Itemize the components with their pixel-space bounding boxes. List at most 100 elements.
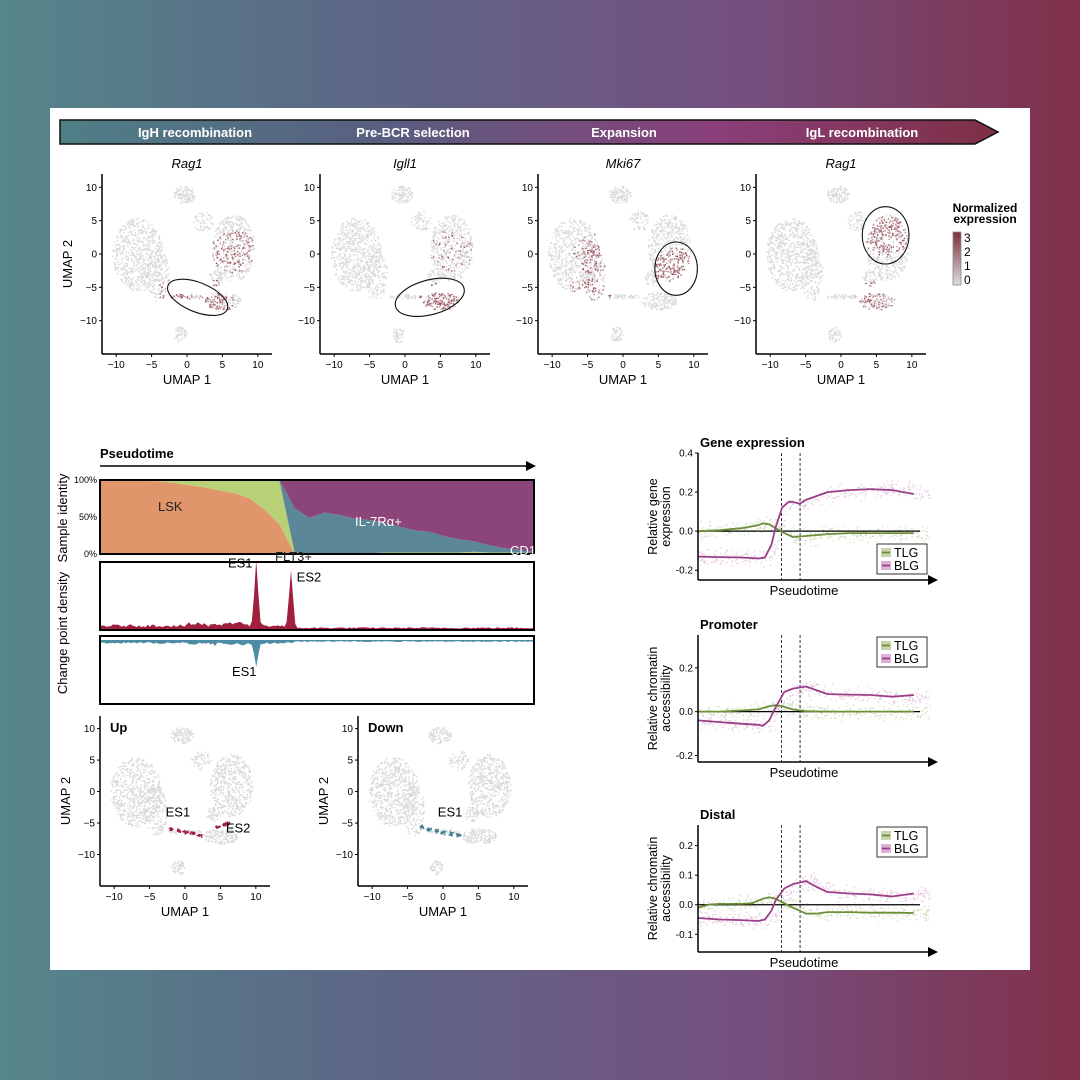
highlight-point	[227, 823, 229, 825]
y-tick-label: 5	[745, 216, 751, 227]
pseudotime-arrow: Pseudotime	[100, 446, 536, 471]
y-tick-label: −10	[516, 316, 533, 327]
x-tick-label: 5	[476, 892, 482, 903]
y-axis-label: UMAP 2	[316, 777, 331, 825]
y-tick-label: −5	[86, 283, 98, 294]
area-label: CD19+	[510, 543, 551, 558]
umap-points	[110, 727, 254, 875]
highlight-point	[190, 831, 192, 833]
x-tick-label: 5	[218, 892, 224, 903]
umap-title: Down	[368, 720, 403, 735]
x-axis-label: UMAP 1	[381, 372, 429, 387]
highlight-point	[201, 834, 203, 836]
x-tick-label: 5	[438, 360, 444, 371]
highlight-point	[183, 830, 186, 832]
highlight-point	[168, 827, 171, 830]
highlight-point	[216, 826, 218, 829]
highlight-point	[449, 832, 452, 835]
density-area	[100, 640, 534, 668]
umap-umap-rag1-a: −10 −5 0 5 10 10 5 0 −5 −10 UMAP 1 UMAP 2 Rag1	[60, 156, 272, 387]
change-point-down-chart: ES1	[99, 635, 535, 705]
figure-canvas: IgH recombination Pre-BCR selection Expa…	[55, 119, 1018, 970]
colorbar-tick: 3	[964, 231, 971, 245]
y-tick-label: 10	[304, 183, 316, 194]
highlight-point	[421, 824, 423, 827]
highlight-ellipse	[861, 206, 910, 265]
x-tick-label: −10	[108, 360, 125, 371]
x-tick-label: −5	[402, 892, 414, 903]
highlight-point	[427, 827, 429, 829]
y-tick-label: 0.1	[679, 871, 693, 882]
stage-label: IgH recombination	[138, 125, 252, 140]
highlight-point	[420, 827, 422, 829]
legend-label: TLG	[894, 639, 918, 653]
stage-label: Expansion	[591, 125, 657, 140]
colorbar-tick: 0	[964, 273, 971, 287]
highlight-point	[443, 833, 446, 836]
highlight-point	[440, 832, 442, 835]
highlight-point	[428, 827, 430, 830]
y-tick-label: 0.0	[679, 707, 693, 718]
x-axis-label: UMAP 1	[599, 372, 647, 387]
area-lsk	[100, 480, 534, 554]
area-label: IL-7Rα+	[355, 514, 402, 529]
highlight-point	[177, 828, 179, 831]
colorbar-title-line1: Normalized	[953, 201, 1018, 215]
x-tick-label: −5	[800, 360, 812, 371]
y-tick-label: 5	[527, 216, 533, 227]
highlight-point	[456, 835, 459, 837]
highlight-point	[435, 831, 438, 834]
highlight-point	[459, 834, 462, 837]
y-tick-label: −5	[522, 283, 534, 294]
x-tick-label: 0	[838, 360, 844, 371]
highlight-point	[226, 822, 228, 824]
highlight-point	[452, 832, 454, 834]
highlight-point	[225, 823, 228, 825]
highlight-point	[178, 828, 180, 831]
y-tick-label: 10	[84, 724, 96, 735]
annotation-label: ES2	[226, 820, 251, 835]
highlight-point	[179, 831, 182, 833]
highlight-point	[428, 830, 431, 832]
highlight-point	[422, 826, 424, 829]
umap-title: Rag1	[171, 156, 202, 171]
scatter-blg	[700, 681, 931, 734]
y-tick-label: 0.2	[679, 488, 693, 499]
umap-title: Igll1	[393, 156, 417, 171]
y-tick-label: 5	[89, 756, 95, 767]
highlight-point	[448, 834, 451, 836]
highlight-point	[178, 829, 180, 832]
legend-label: BLG	[894, 559, 919, 573]
x-tick-label: −5	[364, 360, 376, 371]
x-tick-label: −10	[364, 892, 381, 903]
y-tick-label: 0.0	[679, 900, 693, 911]
y-tick-label: 5	[91, 216, 97, 227]
x-axis-label: Pseudotime	[770, 955, 839, 970]
umap-points	[330, 185, 474, 344]
area-label: LSK	[158, 499, 183, 514]
x-tick-label: −10	[544, 360, 561, 371]
stage-label: IgL recombination	[806, 125, 918, 140]
umap-points	[548, 186, 692, 342]
highlight-point	[193, 833, 196, 835]
y-tick-label: 0	[745, 250, 751, 261]
x-axis-label: UMAP 1	[161, 904, 209, 919]
highlight-ellipse	[167, 278, 229, 316]
highlight-point	[172, 828, 174, 831]
series-line-tlg	[698, 704, 914, 713]
highlight-point	[228, 821, 231, 824]
highlight-point	[437, 830, 439, 833]
legend-label: TLG	[894, 829, 918, 843]
y-tick-label: −5	[304, 283, 316, 294]
highlight-point	[441, 833, 443, 835]
highlight-point	[222, 824, 224, 826]
highlight-point	[435, 830, 437, 832]
colorbar-legend: Normalized expression 3 2 1 0	[952, 201, 1018, 287]
highlight-point	[458, 834, 460, 836]
x-tick-label: −5	[144, 892, 156, 903]
highlight-point	[443, 830, 445, 833]
y-tick-label: 0.2	[679, 841, 693, 852]
highlight-point	[198, 835, 200, 837]
pseudotime-title: Pseudotime	[100, 446, 174, 461]
